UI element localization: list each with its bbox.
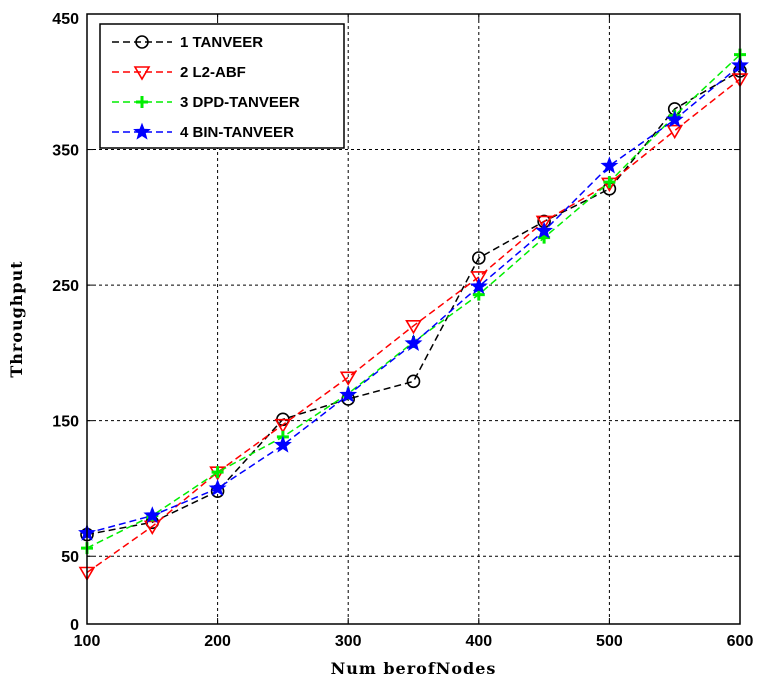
- x-tick-label: 200: [204, 633, 231, 650]
- x-tick-label: 100: [74, 633, 101, 650]
- data-point-4-bin-tanveer: [665, 110, 684, 128]
- legend-label-2-l2-abf: 2 L2-ABF: [180, 64, 246, 81]
- axis-ticks: 100 200 300 400 500 600 0 50 150 250 350 450: [52, 11, 753, 650]
- legend-label-4-bin-tanveer: 4 BIN-TANVEER: [180, 124, 294, 141]
- data-point-4-bin-tanveer: [339, 385, 358, 403]
- legend-marker-2-l2-abf: [133, 66, 151, 81]
- data-point-4-bin-tanveer: [273, 435, 292, 453]
- series-line-1-tanveer: [86, 70, 741, 536]
- x-tick-label: 400: [465, 633, 492, 650]
- data-point-2-l2-abf: [535, 215, 553, 230]
- legend-marker-3-dpd-tanveer: [136, 96, 148, 108]
- data-point-4-bin-tanveer: [208, 478, 227, 497]
- y-tick-label: 450: [52, 11, 79, 28]
- data-point-3-dpd-tanveer: [211, 466, 224, 479]
- legend-marker-1-tanveer: [135, 35, 149, 49]
- data-point-3-dpd-tanveer: [603, 176, 616, 189]
- y-tick-label: 0: [70, 617, 79, 634]
- data-point-2-l2-abf: [666, 124, 684, 140]
- y-tick-label: 250: [52, 278, 79, 295]
- x-tick-label: 500: [596, 633, 623, 650]
- legend-marker-4-bin-tanveer: [133, 122, 151, 140]
- y-tick-label: 50: [61, 549, 79, 566]
- legend: 1 TANVEER 2 L2-ABF 3 DPD-TANVEER 4 BIN-TANV…: [99, 23, 345, 149]
- data-point-4-bin-tanveer: [404, 334, 423, 352]
- x-axis-label: Num berofNodes: [331, 659, 497, 678]
- data-point-4-bin-tanveer: [600, 156, 619, 174]
- data-point-2-l2-abf: [470, 271, 488, 286]
- data-point-3-dpd-tanveer: [472, 288, 485, 301]
- y-tick-label: 150: [52, 414, 79, 431]
- series-group: [78, 48, 749, 582]
- data-point-4-bin-tanveer: [535, 221, 554, 239]
- x-tick-label: 600: [727, 633, 754, 650]
- data-point-2-l2-abf: [339, 371, 357, 386]
- y-axis-label: Throughput: [7, 260, 26, 377]
- data-point-2-l2-abf: [274, 418, 292, 434]
- data-point-4-bin-tanveer: [469, 277, 488, 295]
- x-tick-label: 300: [335, 633, 362, 650]
- series-line-2-l2-abf: [86, 78, 741, 574]
- series-line-4-bin-tanveer: [86, 64, 741, 534]
- data-point-4-bin-tanveer: [143, 506, 162, 524]
- y-tick-label: 350: [52, 143, 79, 160]
- legend-label-1-tanveer: 1 TANVEER: [180, 34, 263, 51]
- legend-label-3-dpd-tanveer: 3 DPD-TANVEER: [180, 94, 300, 111]
- data-point-1-tanveer: [406, 374, 421, 389]
- plot-frame: [86, 13, 741, 625]
- grid-lines: [87, 14, 740, 624]
- data-point-2-l2-abf: [405, 319, 422, 335]
- data-point-1-tanveer: [471, 251, 486, 265]
